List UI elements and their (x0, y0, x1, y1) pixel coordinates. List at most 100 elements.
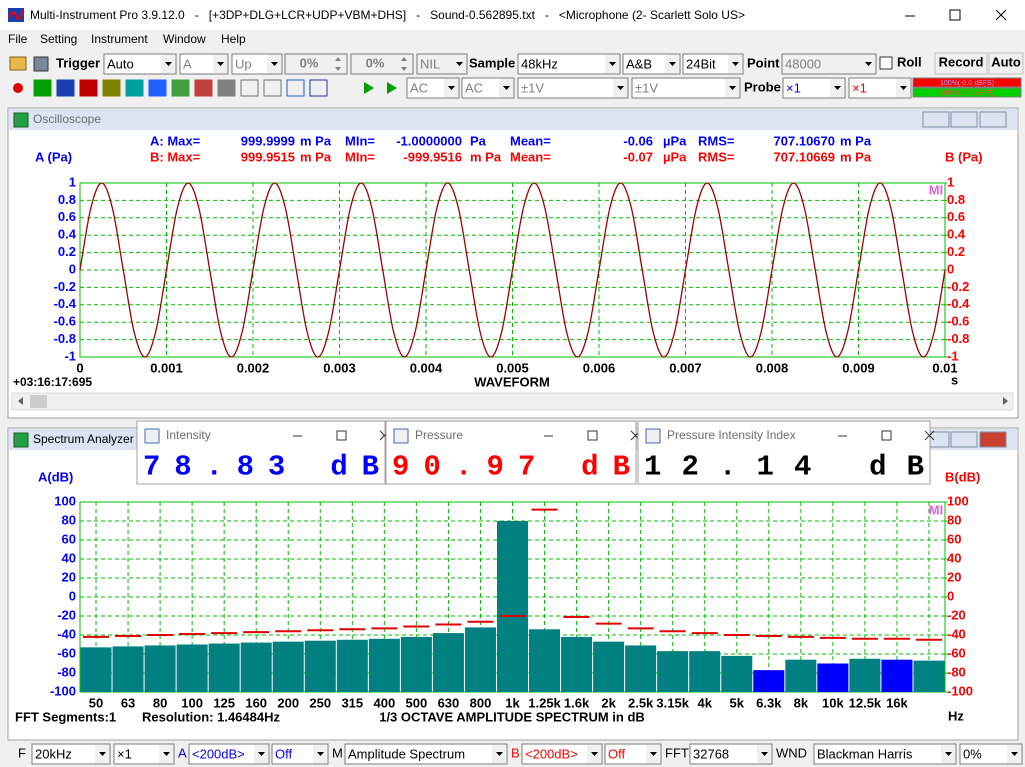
dropdown-arrow (761, 752, 768, 756)
dropdown[interactable] (517, 53, 621, 75)
record-icon[interactable] (13, 83, 23, 93)
record-button[interactable] (934, 52, 988, 75)
dropdown[interactable] (31, 743, 111, 765)
label: Roll (897, 54, 922, 69)
stat-text: -1.0000000 (396, 133, 462, 148)
tool-icon[interactable] (148, 79, 167, 97)
dropdown-value: 32768 (693, 746, 729, 761)
stat-text: 707.10670 (774, 133, 835, 148)
dropdown-arrow (1011, 752, 1018, 756)
menu-item[interactable]: Help (221, 32, 246, 46)
dropdown-arrow (456, 62, 463, 66)
dropdown[interactable] (344, 743, 508, 765)
dropdown[interactable] (781, 53, 877, 75)
dropdown-value: 24Bit (686, 56, 716, 71)
tool-icon[interactable] (263, 79, 282, 97)
save-icon[interactable] (33, 56, 49, 72)
bar (881, 659, 913, 692)
stat-text: -999.9516 (403, 149, 462, 164)
dropdown-arrow (945, 752, 952, 756)
meter-maximize[interactable] (881, 430, 892, 441)
menu-item[interactable]: Setting (40, 32, 77, 46)
stat-text: Pa (470, 133, 487, 148)
stat-text: Mean= (510, 133, 551, 148)
open-icon[interactable] (9, 56, 27, 71)
dropdown-arrow (317, 752, 324, 756)
dropdown[interactable] (782, 77, 846, 99)
dropdown[interactable] (813, 743, 957, 765)
menu-item[interactable]: File (8, 32, 28, 46)
maximize-button[interactable] (949, 9, 961, 21)
tool-icon[interactable] (56, 79, 75, 97)
dropdown[interactable] (959, 743, 1023, 765)
tool-icon[interactable] (194, 79, 213, 97)
scrollbar[interactable] (11, 392, 1014, 411)
y2-tick-label: -60 (947, 645, 966, 660)
play-icon[interactable] (364, 82, 374, 94)
bar (304, 640, 336, 692)
tool-icon[interactable] (217, 79, 236, 97)
meter-maximize[interactable] (587, 430, 598, 441)
app-icon-wave (8, 9, 24, 20)
step-icon[interactable] (387, 82, 397, 94)
subwindow-icon (13, 432, 29, 448)
tool-icon[interactable] (286, 79, 305, 97)
label: M (332, 745, 343, 760)
menu-item[interactable]: Window (163, 32, 206, 46)
y-tick-label: -20 (57, 607, 76, 622)
stat-text: m Pa (300, 149, 332, 164)
menu-item[interactable]: Instrument (91, 32, 148, 46)
spin-box[interactable] (284, 53, 348, 75)
subwindow-button[interactable] (922, 111, 950, 128)
dropdown[interactable] (103, 53, 177, 75)
subwindow-button[interactable] (950, 111, 978, 128)
subwindow-button[interactable] (979, 431, 1007, 448)
bar (272, 641, 304, 692)
y-axis-label: A (Pa) (35, 149, 72, 164)
dropdown-value: Auto (107, 56, 134, 71)
dropdown[interactable] (631, 77, 741, 99)
dropdown[interactable] (188, 743, 270, 765)
meter-window (637, 420, 931, 485)
spin-box[interactable] (350, 53, 414, 75)
subwindow-button[interactable] (979, 111, 1007, 128)
x-tick-label: 0.004 (410, 360, 443, 375)
dropdown-value: A&B (626, 56, 652, 71)
dropdown[interactable] (689, 743, 773, 765)
tool-icon[interactable] (171, 79, 190, 97)
scroll-right[interactable] (1003, 397, 1008, 405)
resolution: Resolution: 1.46484Hz (142, 709, 280, 724)
y-tick-label: 0.2 (58, 244, 76, 259)
tool-icon[interactable] (240, 79, 259, 97)
dropdown[interactable] (848, 77, 912, 99)
meter-maximize[interactable] (336, 430, 347, 441)
dropdown-value: Amplitude Spectrum (348, 746, 465, 761)
tool-icon[interactable] (79, 79, 98, 97)
bar (593, 641, 625, 692)
dropdown[interactable] (517, 77, 629, 99)
tool-icon[interactable] (102, 79, 121, 97)
y-tick-label: -0.8 (54, 331, 76, 346)
tool-icon[interactable] (125, 79, 144, 97)
dropdown[interactable] (521, 743, 603, 765)
auto-button[interactable] (988, 52, 1024, 75)
stat-text: 999.9999 (241, 133, 295, 148)
label: B (511, 745, 520, 760)
bar (336, 639, 368, 692)
scroll-thumb[interactable] (30, 395, 47, 408)
roll-checkbox[interactable] (879, 56, 893, 70)
tool-icon[interactable] (309, 79, 328, 97)
scroll-left[interactable] (18, 397, 23, 405)
label: Trigger (56, 55, 100, 70)
tool-icon[interactable] (33, 79, 52, 97)
subwindow-button[interactable] (950, 431, 978, 448)
dropdown-value: Blackman Harris (817, 746, 913, 761)
y-tick-label: -40 (57, 626, 76, 641)
bar (208, 643, 240, 692)
x-tick-label: 1.6k (564, 695, 590, 710)
dropdown-arrow (732, 62, 739, 66)
bar (849, 658, 881, 692)
dropdown-value: ×1 (117, 746, 132, 761)
y2-tick-label: 80 (947, 512, 961, 527)
y-tick-label: -0.2 (54, 279, 76, 294)
